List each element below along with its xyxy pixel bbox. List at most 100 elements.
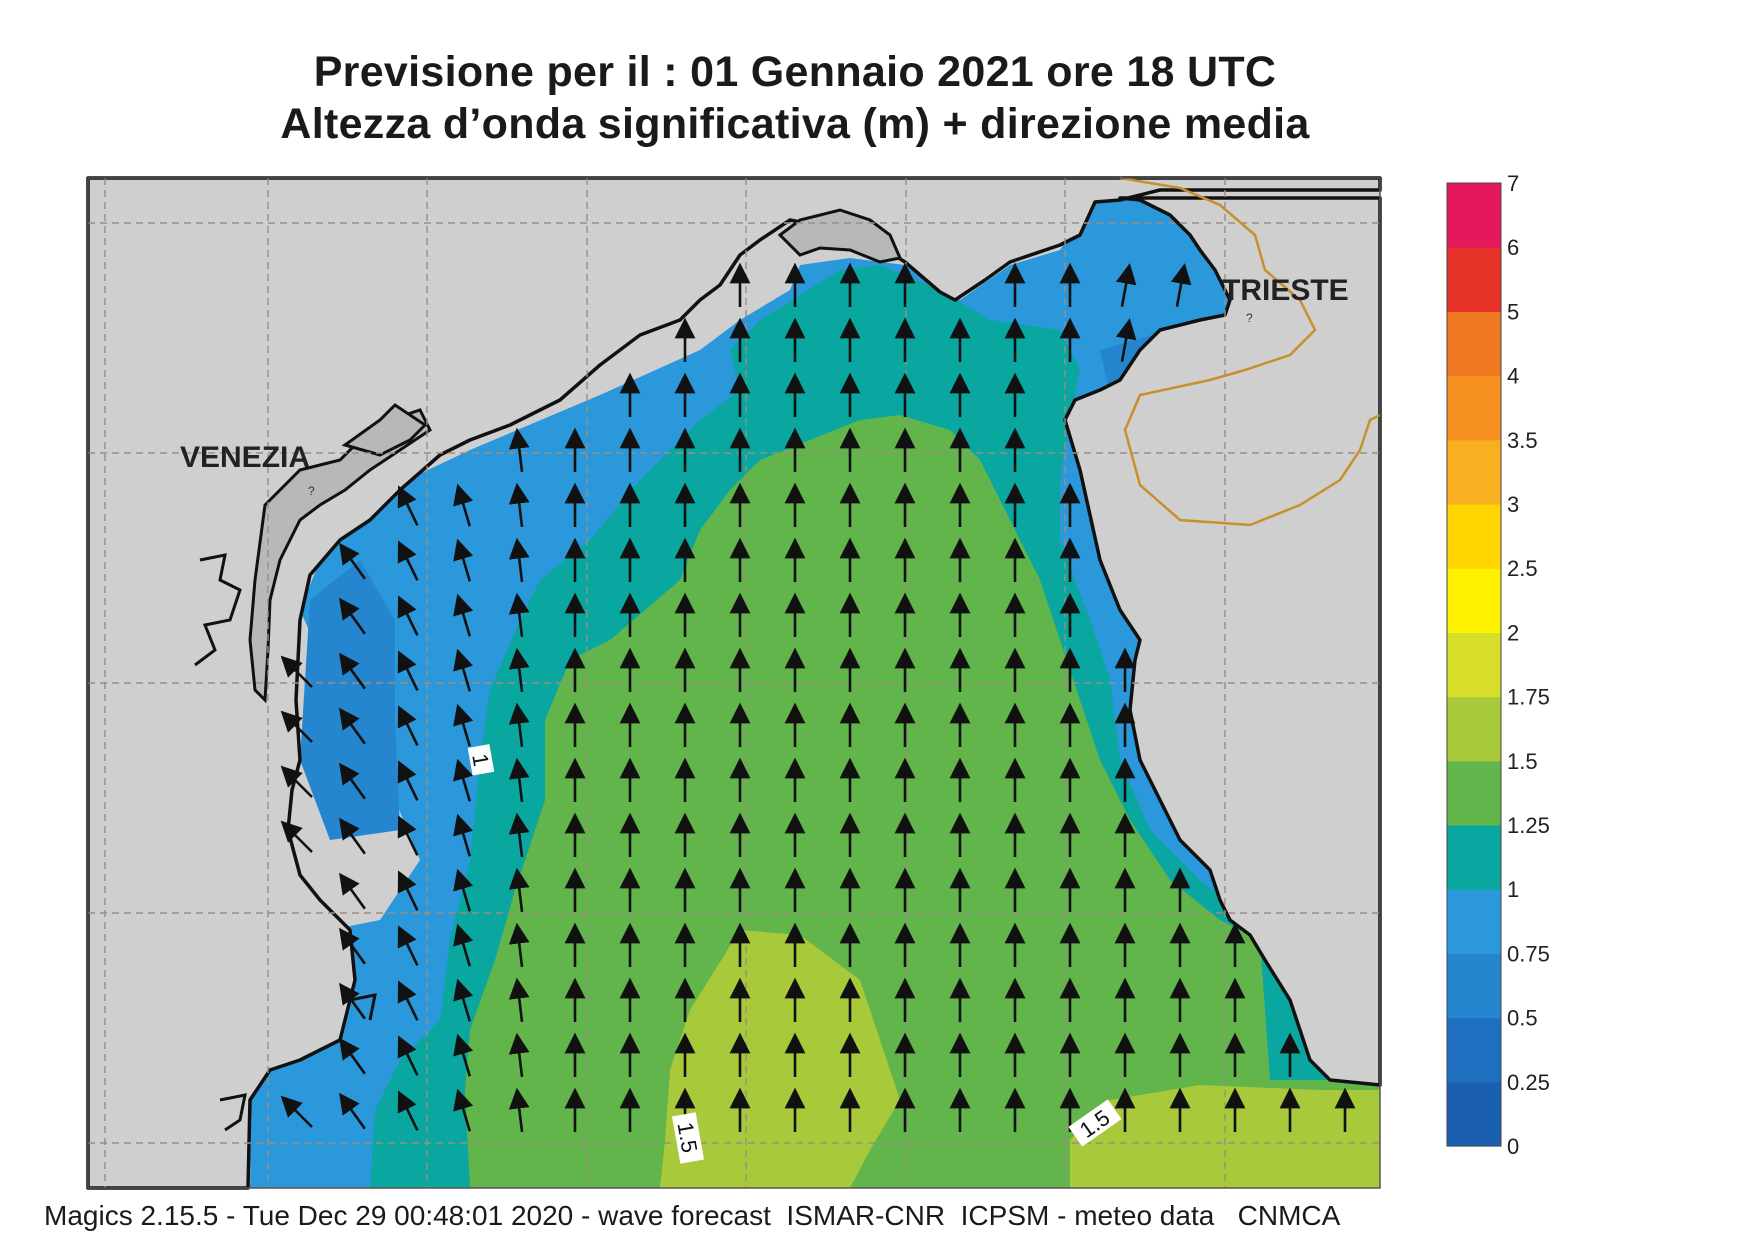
legend-tick-label: 4 bbox=[1507, 364, 1519, 389]
legend-frame bbox=[1446, 182, 1502, 1147]
wave-direction-arrow bbox=[397, 650, 419, 691]
wave-direction-arrow bbox=[453, 648, 474, 692]
wave-direction-arrows bbox=[280, 262, 1356, 1133]
wave-direction-arrow bbox=[453, 703, 474, 747]
wave-direction-arrow bbox=[1115, 318, 1137, 362]
wave-direction-arrow bbox=[339, 1092, 366, 1130]
wave-direction-arrow bbox=[508, 977, 530, 1023]
wave-direction-arrow bbox=[508, 592, 530, 638]
wave-direction-arrow bbox=[397, 540, 419, 581]
legend-tick-label: 1 bbox=[1507, 877, 1519, 902]
national-border bbox=[1119, 176, 1381, 527]
footer-credits: Magics 2.15.5 - Tue Dec 29 00:48:01 2020… bbox=[44, 1200, 1341, 1231]
wave-direction-arrow bbox=[453, 483, 474, 527]
legend-swatch bbox=[1447, 889, 1501, 954]
wave-direction-arrow bbox=[339, 542, 366, 580]
svg-text:1: 1 bbox=[467, 752, 494, 768]
wave-direction-arrow bbox=[280, 710, 313, 743]
contour-label-1: 1 bbox=[467, 744, 495, 776]
wave-direction-arrow bbox=[339, 1037, 366, 1075]
wave-direction-arrow bbox=[453, 758, 474, 802]
wave-direction-arrow bbox=[397, 815, 419, 856]
wave-direction-arrow bbox=[280, 765, 313, 798]
legend-tick-label: 5 bbox=[1507, 299, 1519, 324]
legend-swatch bbox=[1447, 1081, 1501, 1147]
wave-direction-arrow bbox=[397, 925, 419, 966]
wave-direction-arrow bbox=[1170, 263, 1192, 307]
wave-direction-arrow bbox=[508, 867, 530, 913]
map-frame bbox=[87, 177, 1381, 1189]
wave-direction-arrow bbox=[453, 813, 474, 857]
wave-direction-arrow bbox=[397, 870, 419, 911]
wave-direction-arrow bbox=[339, 652, 366, 690]
legend-tick-label: 3.5 bbox=[1507, 428, 1538, 453]
wave-direction-arrow bbox=[508, 922, 530, 968]
legend-swatch bbox=[1447, 247, 1501, 312]
wave-direction-arrow bbox=[453, 538, 474, 582]
legend-swatch bbox=[1447, 439, 1501, 505]
legend-tick-label: 2.5 bbox=[1507, 556, 1538, 581]
wave-direction-arrow bbox=[453, 978, 474, 1022]
wave-direction-arrow bbox=[453, 923, 474, 967]
wave-direction-arrow bbox=[508, 1087, 530, 1133]
wave-direction-arrow bbox=[453, 868, 474, 912]
legend-swatch bbox=[1447, 953, 1501, 1019]
wave-direction-arrow bbox=[397, 1035, 419, 1076]
wave-direction-arrow bbox=[453, 593, 474, 637]
wave-direction-arrow bbox=[397, 595, 419, 636]
wave-direction-arrow bbox=[280, 655, 313, 688]
wave-direction-arrow bbox=[339, 927, 366, 965]
wave-band-nearshore bbox=[300, 560, 400, 840]
legend-tick-label: 1.75 bbox=[1507, 685, 1550, 710]
wave-direction-arrow bbox=[508, 702, 530, 748]
wave-direction-arrow bbox=[397, 1090, 419, 1131]
legend-swatch bbox=[1447, 696, 1501, 762]
legend-tick-label: 1.5 bbox=[1507, 749, 1538, 774]
legend-swatch bbox=[1447, 825, 1501, 890]
legend-tick-label: 0.25 bbox=[1507, 1070, 1550, 1095]
wave-direction-arrow bbox=[508, 812, 530, 858]
wave-band-15-175-east bbox=[1070, 1085, 1380, 1188]
legend-swatch bbox=[1447, 504, 1501, 569]
wave-direction-arrow bbox=[453, 1033, 474, 1077]
venezia-marker: ? bbox=[308, 484, 315, 498]
legend-tick-label: 6 bbox=[1507, 235, 1519, 260]
legend-tick-label: 1.25 bbox=[1507, 813, 1550, 838]
wave-direction-arrow bbox=[339, 817, 366, 855]
wave-direction-arrow bbox=[508, 757, 530, 803]
legend-tick-label: 2 bbox=[1507, 620, 1519, 645]
wave-direction-arrow bbox=[453, 1088, 474, 1132]
legend-swatch bbox=[1447, 311, 1501, 377]
wave-direction-arrow bbox=[339, 982, 366, 1020]
legend-swatch bbox=[1447, 375, 1501, 441]
city-label-trieste: TRIESTE bbox=[1222, 274, 1349, 307]
wave-direction-arrow bbox=[280, 820, 313, 853]
wave-direction-arrow bbox=[508, 482, 530, 528]
map-title: Previsione per il : 01 Gennaio 2021 ore … bbox=[313, 48, 1277, 96]
wave-direction-arrow bbox=[339, 707, 366, 745]
wave-direction-arrow bbox=[339, 762, 366, 800]
map-subtitle: Altezza d’onda significativa (m) + direz… bbox=[280, 100, 1310, 148]
wave-direction-arrow bbox=[397, 485, 419, 526]
color-legend: 0 0.25 0.5 0.75 1 1.25 1.5 1.75 2 2.5 3 3.5 4 5 6 7 bbox=[1446, 171, 1550, 1159]
contour-label-15a: 1.5 bbox=[672, 1112, 704, 1164]
wave-direction-arrow bbox=[508, 647, 530, 693]
legend-tick-label: 0.5 bbox=[1507, 1006, 1538, 1031]
legend-tick-label: 7 bbox=[1507, 171, 1519, 196]
svg-text:1.5: 1.5 bbox=[672, 1120, 702, 1154]
wave-direction-arrow bbox=[280, 1095, 313, 1128]
wave-direction-arrow bbox=[339, 872, 366, 910]
legend-swatch bbox=[1447, 568, 1501, 633]
city-label-venezia: VENEZIA bbox=[180, 441, 310, 474]
wave-direction-arrow bbox=[397, 705, 419, 746]
legend-swatch bbox=[1447, 632, 1501, 698]
trieste-marker: ? bbox=[1246, 311, 1253, 325]
legend-tick-label: 0 bbox=[1507, 1134, 1519, 1159]
wave-direction-arrow bbox=[397, 760, 419, 801]
legend-swatch bbox=[1447, 760, 1501, 826]
wave-direction-arrow bbox=[1115, 263, 1137, 307]
legend-tick-label: 0.75 bbox=[1507, 941, 1550, 966]
wave-direction-arrow bbox=[397, 980, 419, 1021]
wave-direction-arrow bbox=[508, 1032, 530, 1078]
